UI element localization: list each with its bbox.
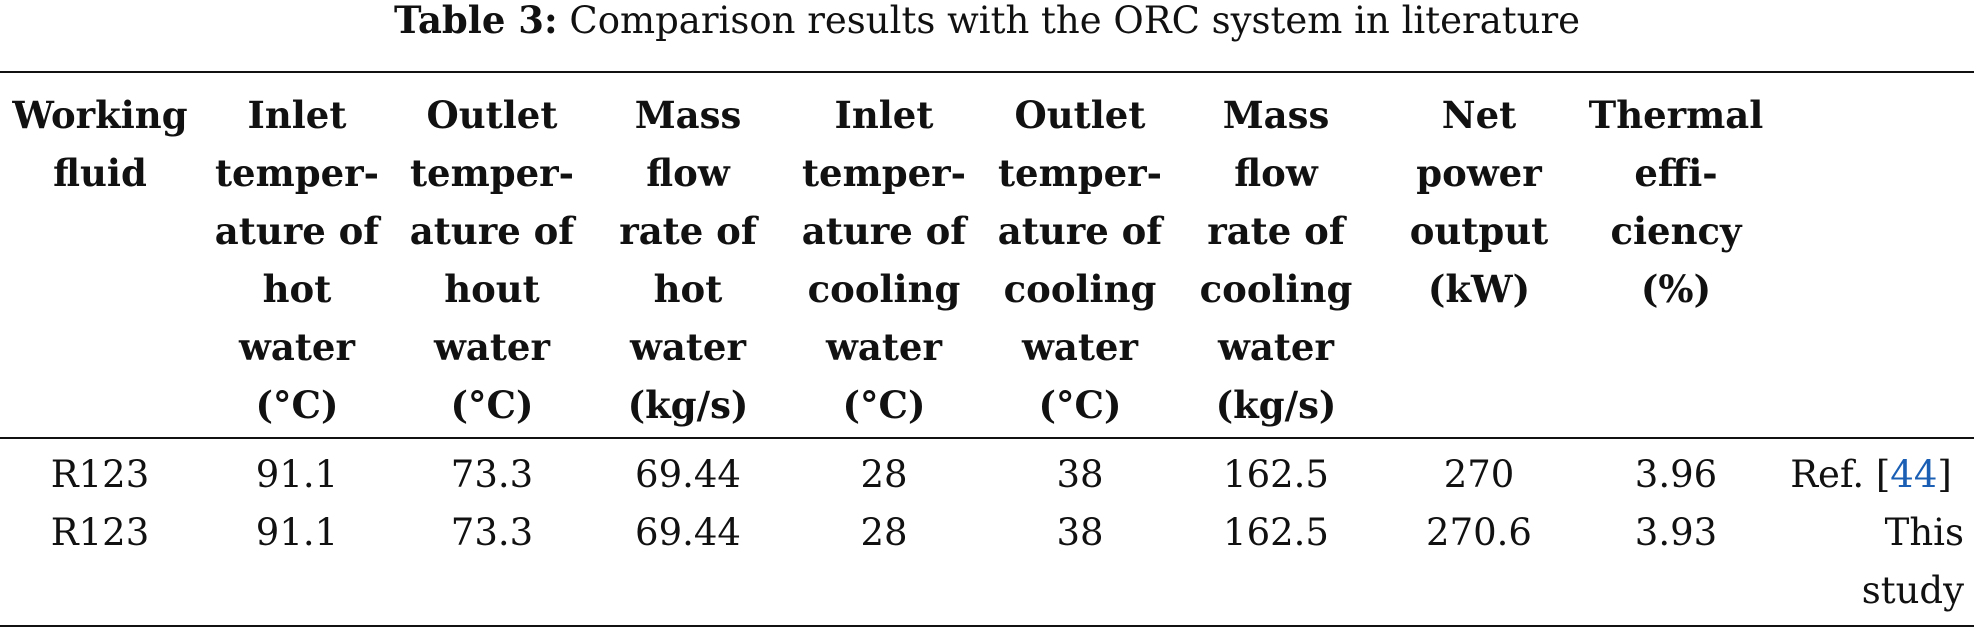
citation-link[interactable]: 44 [1890,453,1938,496]
header-inlet-temp-cooling: Inlet temper- ature of cooling water (°C… [801,93,967,427]
table-cell-source: Ref. [44] [1790,453,1952,496]
table-cell: 28 [860,511,908,554]
header-thermal-efficiency: Thermal effi- ciency (%) [1588,93,1764,311]
table-cell: 162.5 [1223,511,1329,554]
table-caption-label: Table 3: [393,0,558,42]
table-cell: 91.1 [255,511,339,554]
table-cell: R123 [50,453,150,496]
table-cell: 69.44 [635,511,741,554]
table-cell-source: This study [1861,511,1964,612]
header-inlet-temp-hot: Inlet temper- ature of hot water (°C) [214,93,380,427]
table-cell: 73.3 [450,453,534,496]
table-header-rule [0,437,1974,439]
table-cell: 3.93 [1634,511,1718,554]
header-working-fluid: Working fluid [12,93,188,195]
header-net-power: Net power output (kW) [1409,93,1549,311]
table-cell: 38 [1056,511,1104,554]
table-cell: R123 [50,511,150,554]
table-cell: 73.3 [450,511,534,554]
table-top-rule [0,71,1974,73]
table-caption: Table 3: Comparison results with the ORC… [0,0,1974,41]
header-outlet-temp-hot: Outlet temper- ature of hout water (°C) [409,93,575,427]
table-cell: 270 [1443,453,1515,496]
header-outlet-temp-cooling: Outlet temper- ature of cooling water (°… [997,93,1163,427]
table-cell: 38 [1056,453,1104,496]
table-caption-text: Comparison results with the ORC system i… [557,0,1581,42]
header-mass-flow-cooling: Mass flow rate of cooling water (kg/s) [1199,93,1353,427]
table-cell: 69.44 [635,453,741,496]
header-mass-flow-hot: Mass flow rate of hot water (kg/s) [619,93,757,427]
table-cell: 91.1 [255,453,339,496]
table-cell: 270.6 [1426,511,1532,554]
table-cell: 3.96 [1634,453,1718,496]
table-bottom-rule [0,625,1974,627]
table-cell: 28 [860,453,908,496]
table-cell: 162.5 [1223,453,1329,496]
